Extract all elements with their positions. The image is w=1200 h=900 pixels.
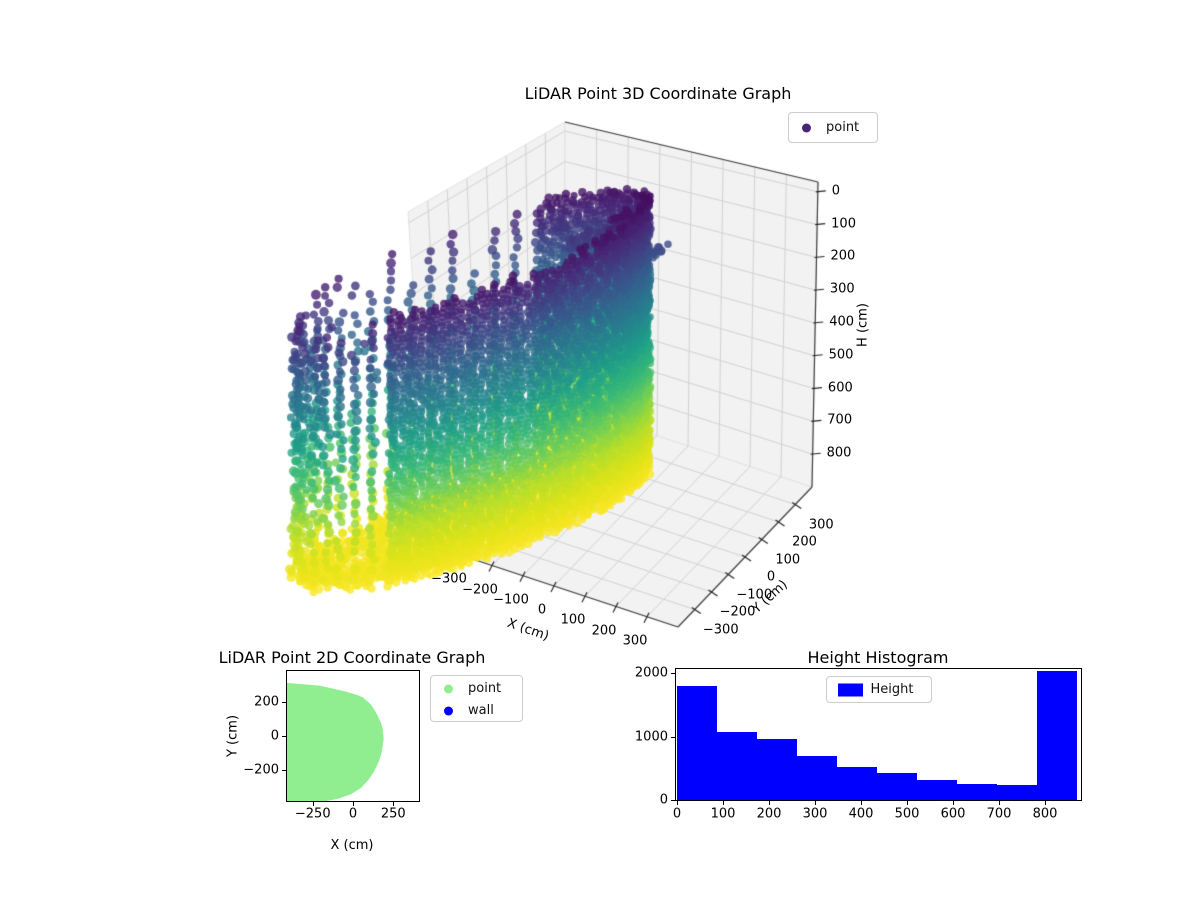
tick-mark xyxy=(671,800,675,801)
plot3d-ytick: −300 xyxy=(702,622,739,637)
hist-legend-label: Height xyxy=(870,682,914,697)
plot3d-xtick: −300 xyxy=(431,571,467,587)
plot3d-xtick: 0 xyxy=(537,602,547,618)
tick-mark xyxy=(671,736,675,738)
plot3d-xtick: 200 xyxy=(591,623,617,638)
plot3d-ztick: 400 xyxy=(829,314,855,330)
plot3d-ztick: 100 xyxy=(831,216,856,232)
tick-mark xyxy=(282,701,286,703)
tick-mark xyxy=(393,802,395,806)
plot3d-xtick: −100 xyxy=(493,592,529,608)
plot3d-ytick: 0 xyxy=(766,569,776,585)
point-marker-icon xyxy=(444,684,453,694)
plot3d-ztick: 300 xyxy=(829,281,855,297)
hist-xtick: 500 xyxy=(894,806,920,822)
hist-legend[interactable]: Height xyxy=(825,676,932,703)
plot3d-ztick: 0 xyxy=(831,183,841,199)
plot2d-legend-label-wall: wall xyxy=(468,703,494,718)
plot2d-legend-label-point: point xyxy=(468,681,502,696)
tick-mark xyxy=(677,801,678,805)
point-region-path xyxy=(287,682,384,801)
hist-xtick: 400 xyxy=(848,806,874,822)
hist-bar xyxy=(837,767,878,800)
hist-bar xyxy=(1037,671,1078,800)
plot2d-legend[interactable]: point wall xyxy=(430,675,523,722)
plot2d-ytick: 200 xyxy=(254,694,279,710)
plot3d-ztick: 200 xyxy=(830,248,856,264)
tick-mark xyxy=(861,801,862,805)
hist-bar xyxy=(797,756,838,800)
plot3d-ytick: 300 xyxy=(808,517,834,532)
plot2d-ytick: −200 xyxy=(243,762,279,778)
hist-axes: Height xyxy=(675,668,1082,801)
hist-xtick: 300 xyxy=(802,806,828,822)
tick-mark xyxy=(723,801,724,805)
tick-mark xyxy=(769,801,770,805)
hist-ytick: 1000 xyxy=(634,729,668,744)
hist-xtick: 100 xyxy=(710,806,736,822)
tick-mark xyxy=(671,673,675,674)
hist-xtick: 800 xyxy=(1032,806,1058,822)
plot3d-ytick: 100 xyxy=(775,552,801,567)
hist-xtick: 700 xyxy=(986,806,1012,822)
plot2d-xtick: −250 xyxy=(294,806,331,822)
plot3d-ytick: −200 xyxy=(719,604,756,620)
tick-mark xyxy=(999,801,1000,805)
hist-bar xyxy=(677,685,717,800)
plot3d-title: LiDAR Point 3D Coordinate Graph xyxy=(524,84,792,103)
plot3d-ztick: 500 xyxy=(828,347,854,363)
plot3d-legend[interactable]: point xyxy=(788,112,878,143)
hist-bar xyxy=(957,783,998,800)
tick-mark xyxy=(1045,801,1046,805)
tick-mark xyxy=(282,736,286,737)
tick-mark xyxy=(953,801,954,805)
plot2d-ytick: 0 xyxy=(270,728,279,744)
hist-bar xyxy=(717,732,757,800)
tick-mark xyxy=(815,801,816,805)
plot3d-legend-label: point xyxy=(826,120,860,135)
tick-mark xyxy=(907,801,908,805)
hist-bar xyxy=(917,780,958,800)
point-marker-icon xyxy=(802,123,811,132)
plot2d-axes xyxy=(286,670,420,802)
plot3d-ztick: 800 xyxy=(826,445,852,461)
point-cloud-2d-region xyxy=(287,682,384,801)
hist-bar xyxy=(997,785,1038,800)
plot3d-ytick: 200 xyxy=(792,534,817,550)
plot3d-ztick: 600 xyxy=(827,380,853,396)
plot2d-xlabel: X (cm) xyxy=(330,838,374,853)
wall-marker-icon xyxy=(444,706,453,716)
tick-mark xyxy=(282,770,286,772)
hist-bar xyxy=(757,739,797,800)
hist-xtick: 0 xyxy=(672,806,682,822)
plot3d-ytick: −100 xyxy=(736,587,773,602)
plot3d-zlabel: H (cm) xyxy=(855,303,871,347)
plot3d-xtick: −200 xyxy=(462,582,498,597)
hist-xtick: 200 xyxy=(756,806,782,822)
plot2d-xtick: 250 xyxy=(380,806,406,822)
plot2d-xtick: 0 xyxy=(348,806,358,822)
hist-title: Height Histogram xyxy=(807,648,949,667)
hist-xtick: 600 xyxy=(940,806,966,822)
plot2d-title: LiDAR Point 2D Coordinate Graph xyxy=(218,648,486,667)
hist-ytick: 2000 xyxy=(634,665,668,681)
tick-mark xyxy=(353,802,354,806)
plot3d-ztick: 700 xyxy=(827,412,853,428)
plot3d-xtick: 100 xyxy=(560,612,586,628)
tick-mark xyxy=(312,802,314,806)
plot3d-xtick: 300 xyxy=(622,633,648,649)
hist-ytick: 0 xyxy=(659,792,668,808)
height-patch-icon xyxy=(837,683,863,696)
plot2d-ylabel: Y (cm) xyxy=(225,714,241,758)
hist-bar xyxy=(877,772,918,800)
